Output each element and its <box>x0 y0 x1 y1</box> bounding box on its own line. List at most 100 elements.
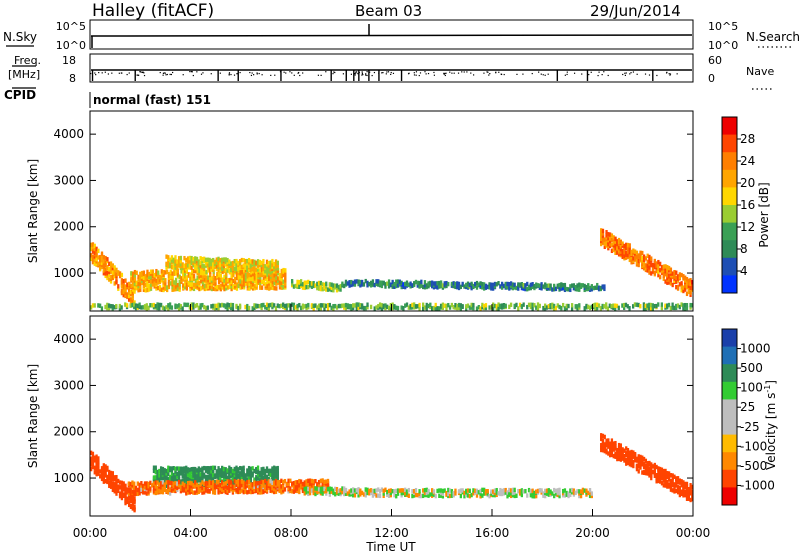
nave-dot <box>141 71 143 73</box>
echo-cell <box>520 285 524 291</box>
echo-cell <box>666 471 669 476</box>
echo-cell <box>246 477 249 482</box>
echo-cell <box>359 488 362 493</box>
echo-cell <box>691 279 694 285</box>
echo-cell <box>165 488 168 494</box>
echo-cell <box>278 280 282 285</box>
echo-cell <box>215 264 218 269</box>
echo-cell <box>660 481 664 486</box>
echo-cell <box>642 461 646 466</box>
echo-cell <box>133 276 137 282</box>
echo-cell <box>509 491 513 496</box>
echo-cell <box>499 303 502 309</box>
echo-cell <box>500 284 504 290</box>
echo-cell <box>277 271 280 276</box>
echo-cell <box>685 277 689 282</box>
echo-cell <box>249 477 253 482</box>
echo-cell <box>684 489 687 495</box>
echo-cell <box>533 490 536 496</box>
echo-cell <box>177 262 181 267</box>
echo-cell <box>235 286 239 291</box>
echo-cell <box>158 277 162 283</box>
echo-cell <box>321 478 324 483</box>
echo-cell <box>131 299 134 304</box>
echo-cell <box>124 490 127 495</box>
nave-dot <box>669 74 671 76</box>
echo-cell <box>229 266 233 271</box>
echo-cell <box>316 284 319 289</box>
echo-cell <box>251 471 254 476</box>
echo-cell <box>226 488 229 493</box>
echo-cell <box>162 280 165 285</box>
echo-cell <box>628 306 631 311</box>
nave-dot <box>354 74 356 76</box>
echo-cell <box>407 282 410 288</box>
echo-cell <box>267 306 270 311</box>
echo-cell <box>675 275 678 280</box>
echo-cell <box>314 478 317 484</box>
echo-cell <box>461 304 464 309</box>
echo-cell <box>545 491 549 496</box>
echo-cell <box>483 303 486 309</box>
echo-cell <box>502 302 506 308</box>
echo-cell <box>296 279 299 285</box>
echo-cell <box>262 475 265 480</box>
echo-cell <box>201 275 205 281</box>
echo-cell <box>226 306 229 311</box>
echo-cell <box>493 488 497 493</box>
echo-cell <box>212 277 215 283</box>
nave-dot <box>261 74 263 76</box>
echo-cell <box>91 464 95 470</box>
echo-cell <box>129 503 133 509</box>
echo-cell <box>217 275 221 280</box>
echo-cell <box>684 275 687 280</box>
echo-cell <box>646 259 649 265</box>
echo-cell <box>95 253 98 258</box>
echo-cell <box>109 266 113 272</box>
echo-cell <box>133 281 137 287</box>
echo-cell <box>511 487 515 493</box>
nave-dot <box>354 72 356 75</box>
echo-cell <box>597 303 601 308</box>
echo-cell <box>149 269 153 274</box>
echo-cell <box>183 271 187 277</box>
echo-cell <box>691 495 694 500</box>
echo-cell <box>659 466 662 472</box>
echo-cell <box>168 491 172 496</box>
echo-cell <box>475 306 479 311</box>
echo-cell <box>93 455 96 460</box>
echo-cell <box>104 262 107 268</box>
nave-dot <box>139 71 142 73</box>
echo-cell <box>148 271 151 277</box>
echo-cell <box>104 473 107 478</box>
echo-cell <box>213 465 217 471</box>
echo-cell <box>237 265 240 270</box>
colorbar-tick-label: 4 <box>740 264 748 278</box>
echo-cell <box>228 282 231 287</box>
echo-cell <box>217 488 220 493</box>
echo-cell <box>260 467 263 472</box>
echo-cell <box>626 454 630 459</box>
echo-cell <box>127 290 131 295</box>
echo-cell <box>382 488 385 494</box>
echo-cell <box>262 266 265 272</box>
echo-cell <box>158 305 161 311</box>
echo-cell <box>610 448 614 454</box>
echo-cell <box>250 276 253 282</box>
echo-cell <box>99 255 102 260</box>
echo-cell <box>158 285 162 290</box>
echo-cell <box>531 494 534 499</box>
echo-cell <box>691 489 694 494</box>
echo-cell <box>278 273 282 278</box>
echo-cell <box>413 305 416 310</box>
echo-cell <box>172 466 175 471</box>
echo-cell <box>129 481 132 487</box>
echo-cell <box>269 485 272 491</box>
echo-cell <box>113 265 116 270</box>
echo-cell <box>203 286 206 292</box>
echo-cell <box>285 481 288 487</box>
echo-cell <box>664 267 667 272</box>
echo-cell <box>248 278 251 284</box>
echo-cell <box>616 241 619 247</box>
echo-cell <box>605 230 608 235</box>
